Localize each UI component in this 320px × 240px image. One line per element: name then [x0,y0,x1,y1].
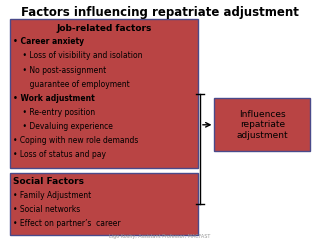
Text: Influences
repatriate
adjustment: Influences repatriate adjustment [236,110,288,140]
Text: • Family Adjustment: • Family Adjustment [13,191,92,200]
Text: • Coping with new role demands: • Coping with new role demands [13,136,139,145]
Text: • Career anxiety: • Career anxiety [13,37,84,46]
Text: Job-related factors: Job-related factors [56,24,152,33]
Text: • No post-assignment: • No post-assignment [13,66,107,74]
Text: • Social networks: • Social networks [13,205,81,214]
FancyBboxPatch shape [10,19,198,168]
Text: • Devaluing experience: • Devaluing experience [13,122,113,131]
FancyBboxPatch shape [214,98,310,151]
Text: guarantee of employment: guarantee of employment [13,80,130,89]
Text: • Loss of visibility and isolation: • Loss of visibility and isolation [13,51,143,60]
FancyBboxPatch shape [10,173,198,235]
Text: • Work adjustment: • Work adjustment [13,94,95,103]
Text: • Loss of status and pay: • Loss of status and pay [13,150,107,159]
Text: Factors influencing repatriate adjustment: Factors influencing repatriate adjustmen… [21,6,299,19]
Text: • Re-entry position: • Re-entry position [13,108,96,117]
Text: Social Factors: Social Factors [13,177,84,186]
Text: • Effect on partner’s  career: • Effect on partner’s career [13,219,121,228]
Text: Ligo Koshy, Assistant Professor, MACFAST: Ligo Koshy, Assistant Professor, MACFAST [109,234,211,239]
